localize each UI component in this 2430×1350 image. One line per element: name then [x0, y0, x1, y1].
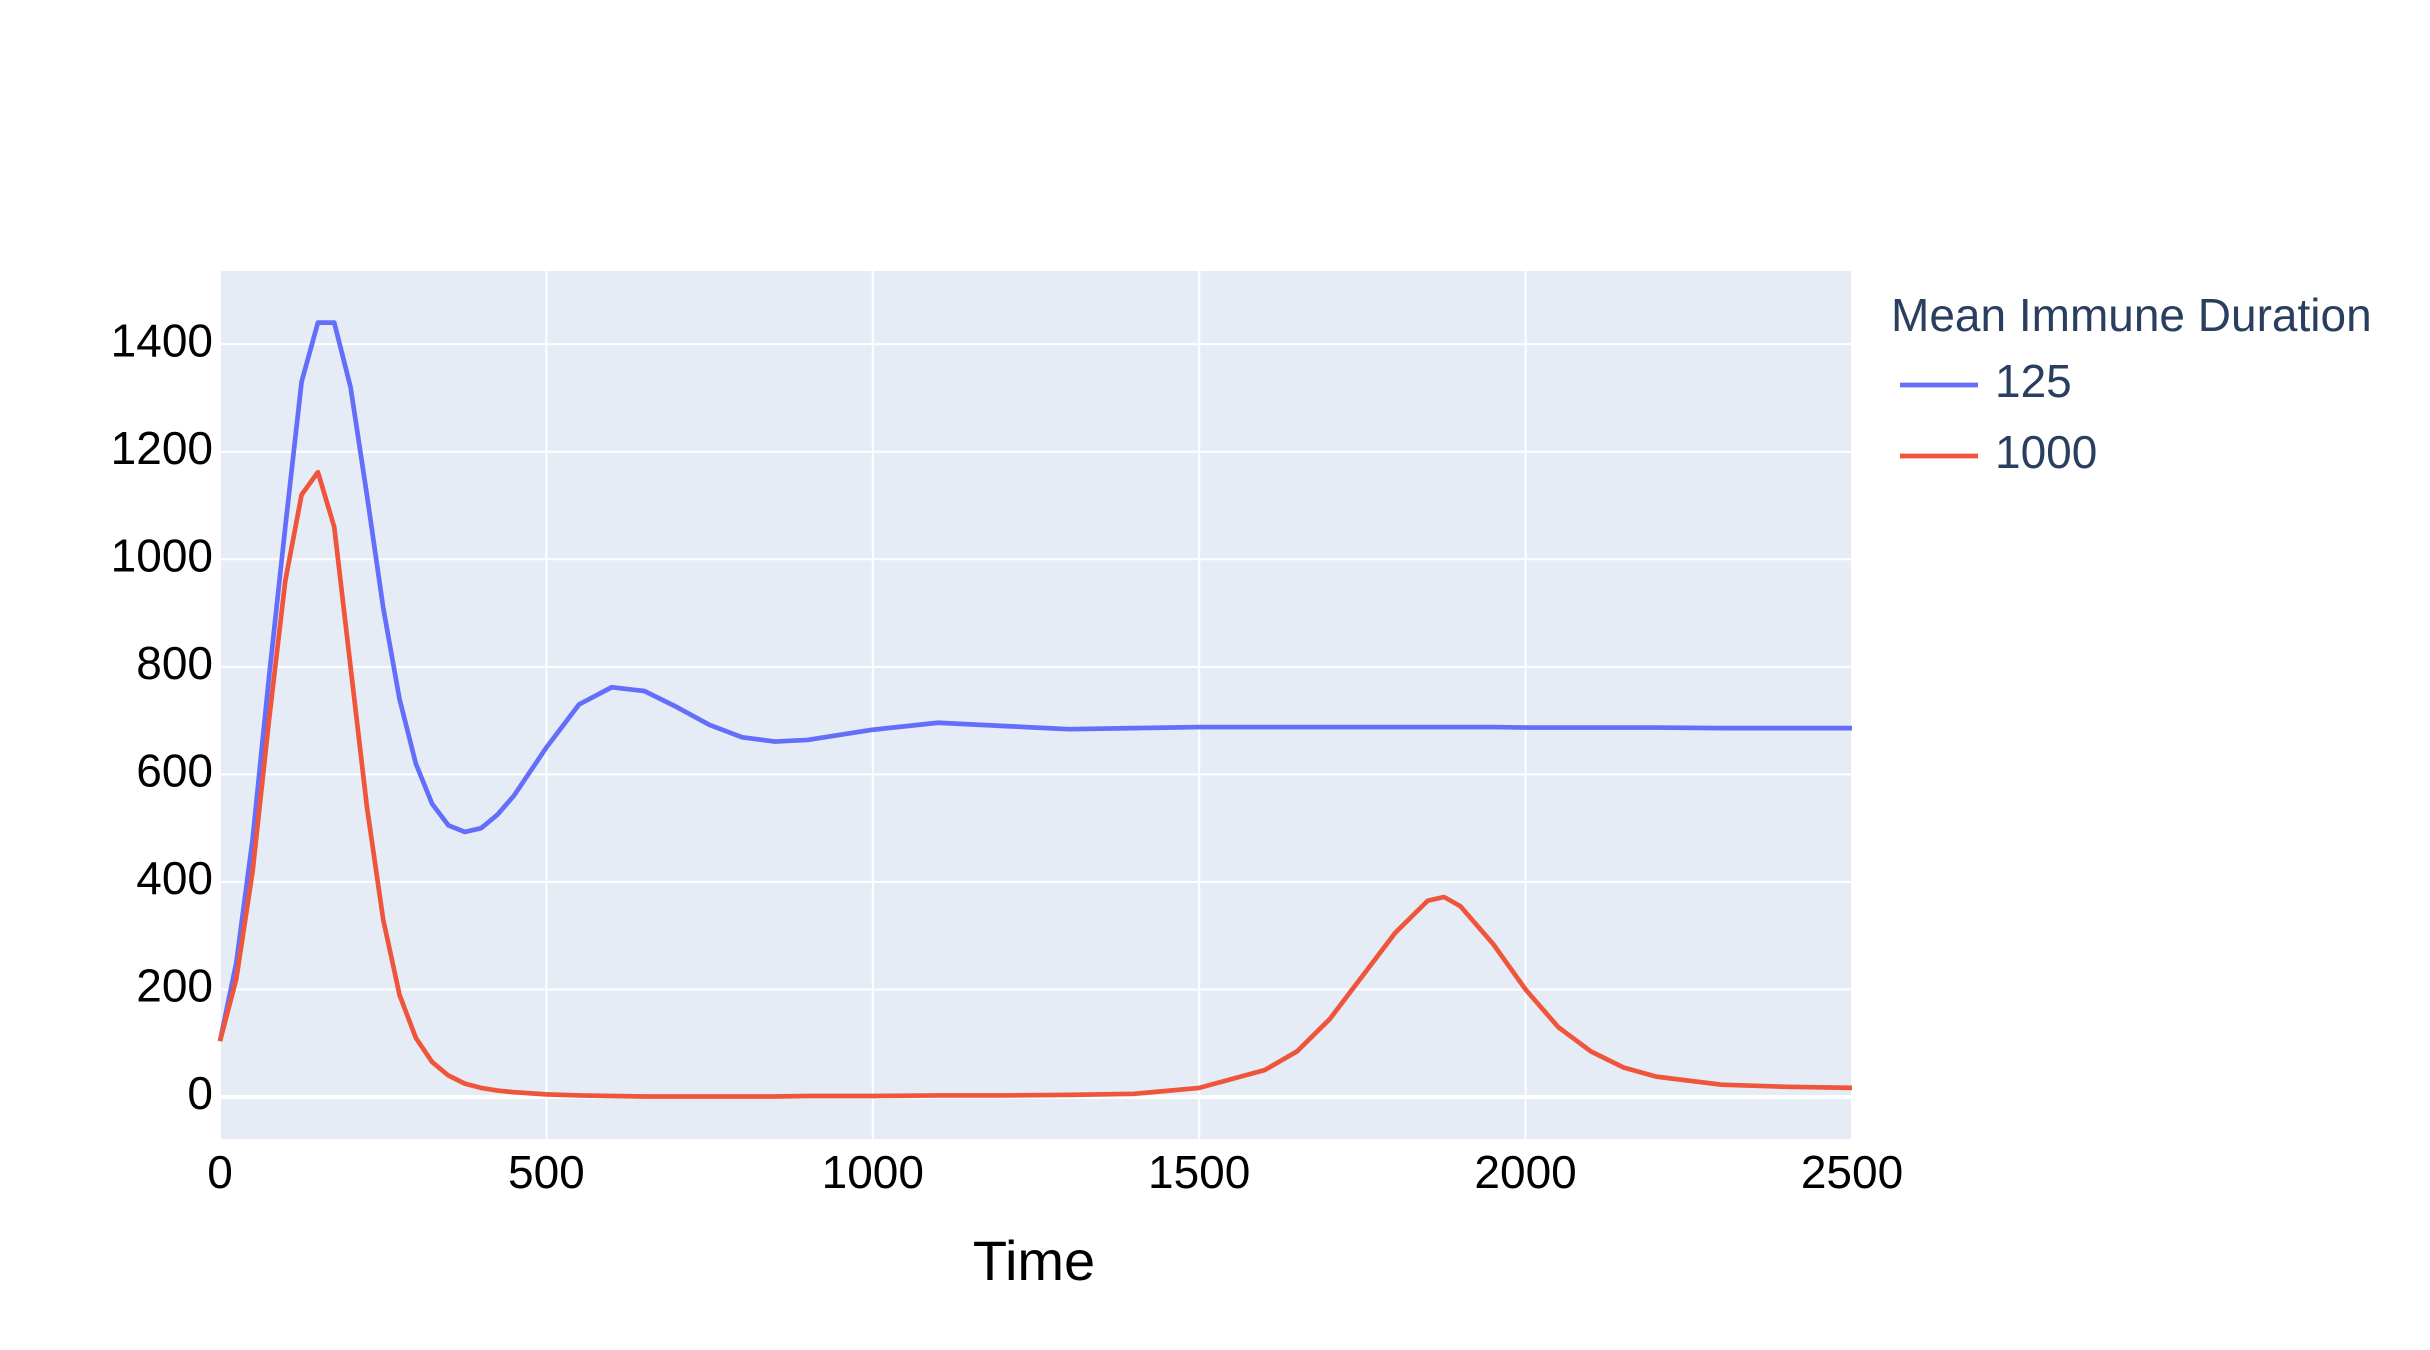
legend-title: Mean Immune Duration: [1891, 289, 2372, 341]
legend-label: 125: [1995, 355, 2072, 407]
x-axis-label: Time: [973, 1229, 1095, 1292]
x-tick-label: 0: [207, 1146, 233, 1198]
y-tick-label: 0: [187, 1067, 213, 1119]
x-tick-label: 1500: [1148, 1146, 1250, 1198]
y-tick-label: 1000: [111, 529, 213, 581]
y-tick-label: 1400: [111, 314, 213, 366]
x-tick-label: 2500: [1801, 1146, 1903, 1198]
plot-area: [220, 271, 1852, 1139]
data-line: [217, 469, 1853, 1099]
y-tick-label: 600: [136, 745, 213, 797]
legend-label: 1000: [1995, 426, 2097, 478]
y-tick-label: 1200: [111, 422, 213, 474]
data-line: [217, 320, 1852, 1042]
x-tick-label: 500: [508, 1146, 585, 1198]
x-tick-label: 1000: [822, 1146, 924, 1198]
y-tick-label: 200: [136, 960, 213, 1012]
y-tick-label: 400: [136, 852, 213, 904]
x-tick-label: 2000: [1474, 1146, 1576, 1198]
y-tick-label: 800: [136, 637, 213, 689]
